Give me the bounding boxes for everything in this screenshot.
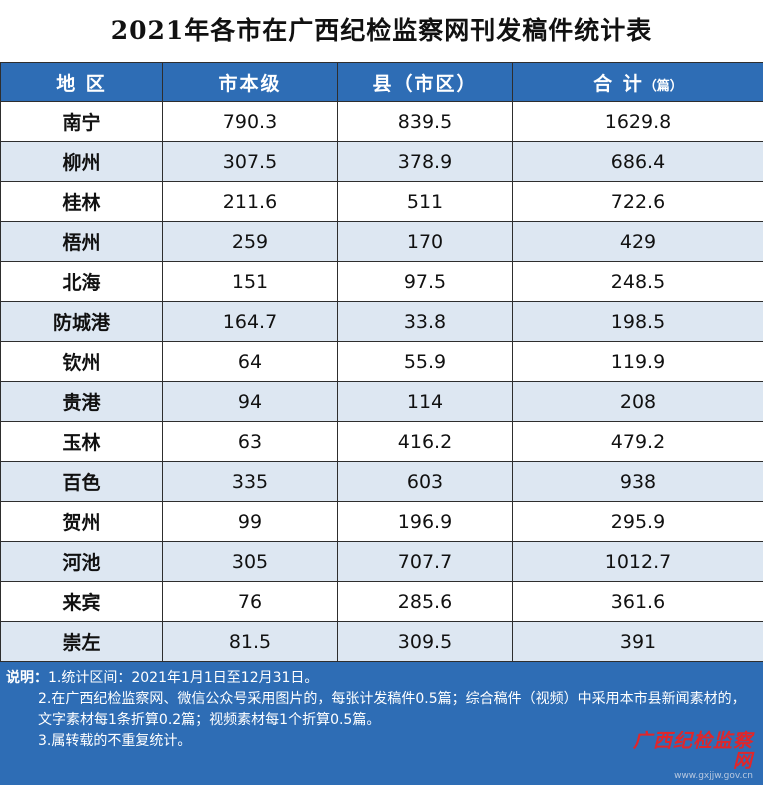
cell-city-level: 151 bbox=[163, 262, 338, 302]
cell-city-level: 335 bbox=[163, 462, 338, 502]
cell-region: 防城港 bbox=[1, 302, 163, 342]
cell-city-level: 259 bbox=[163, 222, 338, 262]
cell-county-level: 416.2 bbox=[338, 422, 513, 462]
note-item-2: 2.在广西纪检监察网、微信公众号采用图片的，每张计发稿件0.5篇；综合稿件（视频… bbox=[6, 689, 755, 731]
cell-total: 1012.7 bbox=[513, 542, 763, 582]
cell-region: 北海 bbox=[1, 262, 163, 302]
note-line-1: 说明：1.统计区间：2021年1月1日至12月31日。 bbox=[6, 668, 755, 689]
cell-city-level: 76 bbox=[163, 582, 338, 622]
cell-total: 248.5 bbox=[513, 262, 763, 302]
cell-county-level: 33.8 bbox=[338, 302, 513, 342]
cell-total: 429 bbox=[513, 222, 763, 262]
cell-county-level: 114 bbox=[338, 382, 513, 422]
table-title: 2021年各市在广西纪检监察网刊发稿件统计表 bbox=[0, 0, 763, 62]
header-total-unit: （篇） bbox=[644, 79, 683, 94]
header-total: 合 计（篇） bbox=[513, 63, 763, 102]
header-county-level: 县（市区） bbox=[338, 63, 513, 102]
cell-county-level: 378.9 bbox=[338, 142, 513, 182]
cell-county-level: 97.5 bbox=[338, 262, 513, 302]
cell-county-level: 511 bbox=[338, 182, 513, 222]
cell-city-level: 64 bbox=[163, 342, 338, 382]
cell-county-level: 170 bbox=[338, 222, 513, 262]
cell-city-level: 307.5 bbox=[163, 142, 338, 182]
cell-city-level: 164.7 bbox=[163, 302, 338, 342]
cell-city-level: 81.5 bbox=[163, 622, 338, 662]
cell-total: 295.9 bbox=[513, 502, 763, 542]
cell-total: 361.6 bbox=[513, 582, 763, 622]
cell-total: 1629.8 bbox=[513, 102, 763, 142]
header-row: 地 区 市本级 县（市区） 合 计（篇） bbox=[1, 63, 763, 102]
cell-county-level: 285.6 bbox=[338, 582, 513, 622]
note-item-1: 1.统计区间：2021年1月1日至12月31日。 bbox=[48, 670, 318, 686]
cell-county-level: 707.7 bbox=[338, 542, 513, 582]
watermark-logo-text: 广西纪检监察网 bbox=[623, 731, 753, 771]
notes-panel: 说明：1.统计区间：2021年1月1日至12月31日。 2.在广西纪检监察网、微… bbox=[0, 662, 763, 785]
cell-region: 钦州 bbox=[1, 342, 163, 382]
cell-total: 686.4 bbox=[513, 142, 763, 182]
cell-region: 桂林 bbox=[1, 182, 163, 222]
cell-city-level: 211.6 bbox=[163, 182, 338, 222]
cell-region: 柳州 bbox=[1, 142, 163, 182]
cell-region: 玉林 bbox=[1, 422, 163, 462]
cell-region: 来宾 bbox=[1, 582, 163, 622]
header-total-label: 合 计 bbox=[593, 73, 644, 95]
header-city-level: 市本级 bbox=[163, 63, 338, 102]
cell-region: 河池 bbox=[1, 542, 163, 582]
cell-county-level: 55.9 bbox=[338, 342, 513, 382]
cell-total: 391 bbox=[513, 622, 763, 662]
cell-county-level: 603 bbox=[338, 462, 513, 502]
cell-region: 贵港 bbox=[1, 382, 163, 422]
cell-region: 梧州 bbox=[1, 222, 163, 262]
cell-city-level: 94 bbox=[163, 382, 338, 422]
cell-total: 938 bbox=[513, 462, 763, 502]
cell-city-level: 790.3 bbox=[163, 102, 338, 142]
notes-label: 说明： bbox=[6, 670, 48, 686]
cell-county-level: 196.9 bbox=[338, 502, 513, 542]
cell-total: 198.5 bbox=[513, 302, 763, 342]
cell-total: 722.6 bbox=[513, 182, 763, 222]
cell-county-level: 309.5 bbox=[338, 622, 513, 662]
watermark-url: www.gxjjw.gov.cn bbox=[623, 771, 753, 781]
cell-region: 崇左 bbox=[1, 622, 163, 662]
cell-total: 479.2 bbox=[513, 422, 763, 462]
cell-county-level: 839.5 bbox=[338, 102, 513, 142]
cell-city-level: 305 bbox=[163, 542, 338, 582]
cell-region: 南宁 bbox=[1, 102, 163, 142]
cell-city-level: 63 bbox=[163, 422, 338, 462]
site-watermark: 广西纪检监察网 www.gxjjw.gov.cn bbox=[623, 731, 753, 781]
cell-total: 119.9 bbox=[513, 342, 763, 382]
cell-region: 贺州 bbox=[1, 502, 163, 542]
cell-city-level: 99 bbox=[163, 502, 338, 542]
cell-region: 百色 bbox=[1, 462, 163, 502]
header-region: 地 区 bbox=[1, 63, 163, 102]
cell-total: 208 bbox=[513, 382, 763, 422]
